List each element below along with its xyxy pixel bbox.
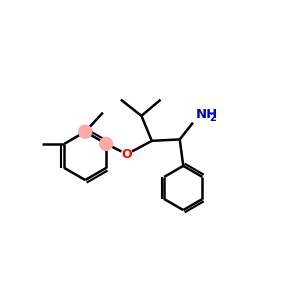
Circle shape: [79, 125, 92, 138]
Text: NH: NH: [196, 108, 218, 121]
Text: O: O: [122, 148, 132, 160]
Text: 2: 2: [209, 113, 216, 123]
Circle shape: [100, 137, 112, 150]
